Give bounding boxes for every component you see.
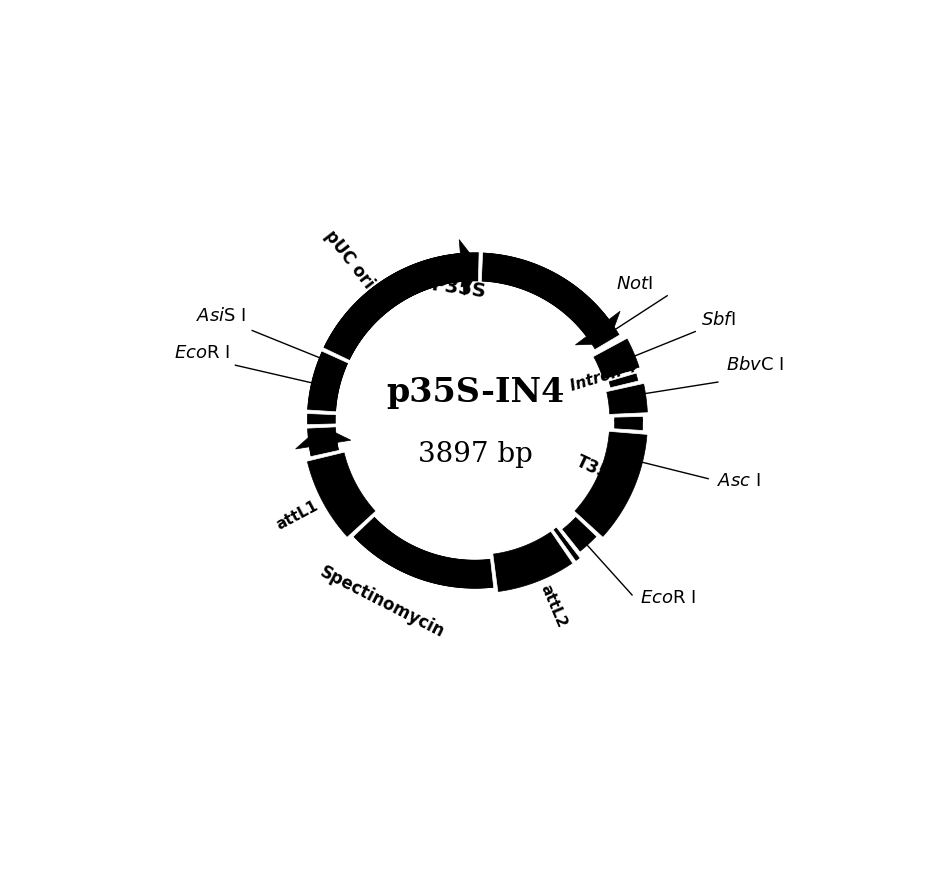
Text: P35S: P35S bbox=[430, 275, 487, 302]
Polygon shape bbox=[593, 337, 639, 379]
Text: $\it{Bbv}$C I: $\it{Bbv}$C I bbox=[726, 355, 785, 374]
Polygon shape bbox=[489, 551, 499, 595]
Polygon shape bbox=[570, 509, 605, 542]
Polygon shape bbox=[588, 331, 628, 356]
Polygon shape bbox=[299, 424, 344, 428]
Text: $\it{Eco}$R I: $\it{Eco}$R I bbox=[174, 344, 230, 362]
Polygon shape bbox=[491, 527, 581, 592]
Polygon shape bbox=[600, 368, 644, 383]
Text: $\it{Eco}$R I: $\it{Eco}$R I bbox=[640, 589, 696, 607]
Polygon shape bbox=[574, 430, 647, 538]
Polygon shape bbox=[299, 409, 344, 415]
Polygon shape bbox=[295, 426, 571, 588]
Text: pUC ori.: pUC ori. bbox=[321, 227, 381, 297]
Polygon shape bbox=[303, 448, 348, 462]
Text: T35S: T35S bbox=[573, 452, 623, 488]
Text: Intron 4: Intron 4 bbox=[568, 359, 638, 394]
Polygon shape bbox=[345, 509, 380, 542]
Text: Spectinomycin: Spectinomycin bbox=[317, 563, 447, 641]
Polygon shape bbox=[307, 451, 376, 538]
Text: $\it{Sbf}$I: $\it{Sbf}$I bbox=[701, 311, 735, 328]
Polygon shape bbox=[308, 253, 642, 588]
Text: 3897 bp: 3897 bp bbox=[418, 441, 532, 468]
Text: attL1: attL1 bbox=[274, 498, 321, 532]
Text: $\it{Asc}$ I: $\it{Asc}$ I bbox=[716, 473, 760, 490]
Polygon shape bbox=[549, 527, 578, 566]
Polygon shape bbox=[606, 381, 648, 416]
Text: $\it{Asi}$S I: $\it{Asi}$S I bbox=[197, 307, 247, 325]
Polygon shape bbox=[555, 523, 585, 561]
Polygon shape bbox=[589, 334, 630, 358]
Text: $\it{Not}$I: $\it{Not}$I bbox=[617, 275, 654, 293]
Polygon shape bbox=[606, 413, 651, 417]
Polygon shape bbox=[606, 428, 651, 434]
Polygon shape bbox=[308, 240, 481, 414]
Polygon shape bbox=[314, 344, 356, 366]
Polygon shape bbox=[478, 244, 483, 289]
Text: p35S-IN4: p35S-IN4 bbox=[386, 376, 564, 409]
Polygon shape bbox=[323, 253, 620, 362]
Polygon shape bbox=[602, 379, 647, 392]
Text: attL2: attL2 bbox=[538, 582, 569, 630]
